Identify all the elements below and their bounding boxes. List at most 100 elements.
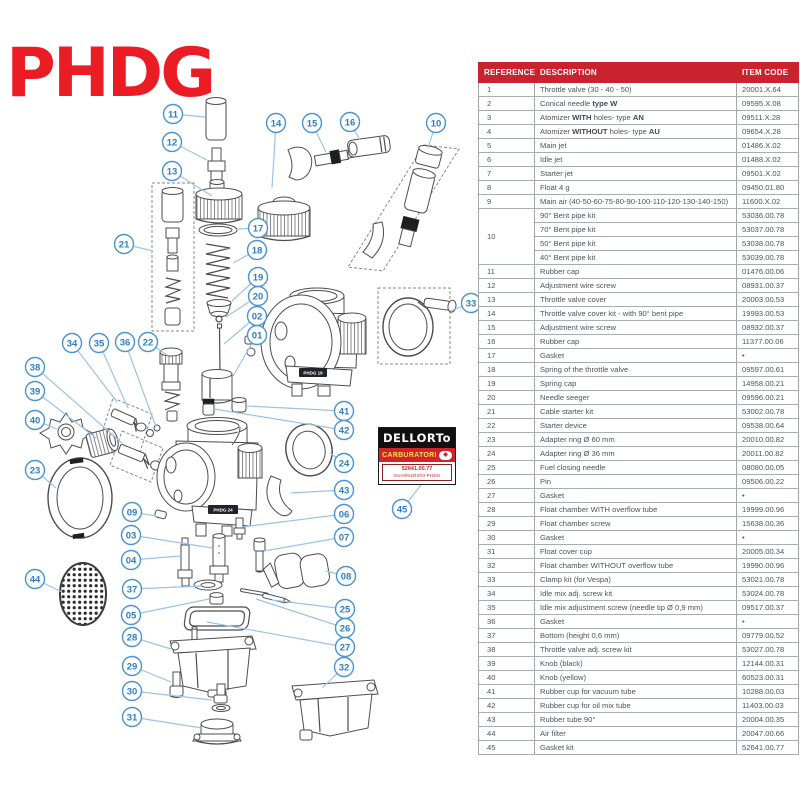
cell-itemcode: 53002.00.78 [736, 404, 799, 419]
cell-reference: 23 [478, 432, 535, 447]
cell-reference: 45 [478, 740, 535, 755]
cell-description: Float chamber screw [534, 516, 737, 531]
svg-text:29: 29 [127, 661, 138, 672]
table-row: 38 Throttle valve adj. screw kit 53027.00.… [478, 642, 799, 657]
table-row: 1 Throttle valve (30 - 40 - 50) 20001.X.64 [478, 82, 799, 97]
cell-description: Pin [534, 474, 737, 489]
cell-reference: 5 [478, 138, 535, 153]
callout-04: 04 [120, 549, 181, 571]
callout-44: 44 [24, 568, 63, 593]
cell-itemcode: 12144.00.31 [736, 656, 799, 671]
cell-description: Throttle valve cover [534, 292, 737, 307]
cell-description: Main air (40-50-60-75-80-90-100-110-120-… [534, 194, 737, 209]
part-bottom-05 [209, 592, 224, 605]
table-row: 16 Rubber cap 11377.00.06 [478, 334, 799, 349]
cell-itemcode: 14958.00.21 [736, 376, 799, 391]
table-row: 17 Gasket • [478, 348, 799, 363]
logo-badge-icon: ◆ [439, 450, 452, 460]
table-row: 30 Gasket • [478, 530, 799, 545]
cell-itemcode: 09597.00.61 [736, 362, 799, 377]
part-float-chamber-32 [291, 679, 379, 741]
table-row: 40° Bent pipe kit 53039.00.78 [479, 250, 799, 265]
cell-reference: 42 [478, 698, 535, 713]
callout-23: 23 [24, 459, 57, 489]
cell-itemcode: 53027.00.78 [736, 642, 799, 657]
part-spring-18 [205, 243, 231, 299]
part-starter-jet-07 [253, 537, 266, 573]
svg-text:14: 14 [271, 118, 282, 129]
table-row: 32 Float chamber WITHOUT overflow tube 199… [478, 558, 799, 573]
table-row: 28 Float chamber WITH overflow tube 19999.… [478, 502, 799, 517]
part-gasket-17 [198, 223, 238, 237]
cell-reference: 43 [478, 712, 535, 727]
cell-reference: 44 [478, 726, 535, 741]
col-header-reference: REFERENCE [478, 62, 535, 83]
part-floats-08 [262, 552, 330, 589]
cell-description: Clamp kit (for Vespa) [534, 572, 737, 587]
svg-text:18: 18 [252, 245, 263, 256]
table-row: 50° Bent pipe kit 53038.00.78 [479, 236, 799, 251]
cell-reference: 17 [478, 348, 535, 363]
cell-reference: 4 [478, 124, 535, 139]
cell-itemcode: 20005.00.34 [736, 544, 799, 559]
svg-text:24: 24 [339, 458, 350, 469]
cell-itemcode: 08080.00.05 [736, 460, 799, 475]
svg-text:09: 09 [127, 507, 138, 518]
cell-reference: 36 [478, 614, 535, 629]
cell-itemcode: • [736, 530, 799, 545]
svg-text:03: 03 [126, 530, 137, 541]
part-knob-yellow-40 [39, 412, 93, 455]
cell-description: Adjustment wire screw [534, 320, 737, 335]
cell-reference: 18 [478, 362, 535, 377]
part-starter-device-22 [159, 347, 183, 422]
svg-text:22: 22 [143, 337, 154, 348]
part-clamp-kit-33 [377, 287, 457, 365]
callout-21: 21 [113, 233, 154, 255]
table-row: 6 Idle jet 01488.X.02 [478, 152, 799, 167]
callout-05: 05 [120, 598, 210, 626]
part-throttle-valve-01 [201, 369, 233, 404]
cell-description: Cable starter kit [534, 404, 737, 419]
cell-description: Needle seeger [534, 390, 737, 405]
svg-text:20: 20 [253, 291, 264, 302]
callout-01: 01 [232, 324, 268, 377]
cell-reference: 41 [478, 684, 535, 699]
body1-label: PHDG 19 [303, 371, 323, 376]
table-row: 25 Fuel closing needle 08080.00.05 [478, 460, 799, 475]
cell-reference: 29 [478, 516, 535, 531]
callout-17: 17 [237, 217, 269, 239]
table-header-row: REFERENCE DESCRIPTION ITEM CODE [478, 62, 799, 83]
table-row: 44 Air filter 20047.00.66 [478, 726, 799, 741]
cell-itemcode: 20004.00.35 [736, 712, 799, 727]
svg-text:13: 13 [167, 166, 178, 177]
cell-description: Throttle valve adj. screw kit [534, 642, 737, 657]
svg-text:43: 43 [339, 485, 350, 496]
cell-itemcode: 53024.00.78 [736, 586, 799, 601]
table-row: 22 Starter device 09538.00.64 [478, 418, 799, 433]
svg-text:27: 27 [340, 642, 351, 653]
part-spring-cap-19 [206, 299, 232, 318]
cell-description: Main jet [534, 138, 737, 153]
cell-itemcode: 09596.00.21 [736, 390, 799, 405]
cell-reference: 30 [478, 530, 535, 545]
cell-description: Idle jet [534, 152, 737, 167]
callout-14: 14 [265, 112, 287, 189]
table-row: 27 Gasket • [478, 488, 799, 503]
cell-reference: 2 [478, 96, 535, 111]
cell-reference: 37 [478, 628, 535, 643]
svg-text:06: 06 [339, 509, 350, 520]
table-row: 5 Main jet 01486.X.02 [478, 138, 799, 153]
body2-label: PHDG 24 [213, 508, 233, 513]
cell-itemcode: • [736, 614, 799, 629]
part-idle-jet-06 [233, 517, 246, 540]
svg-text:38: 38 [30, 362, 41, 373]
cell-itemcode: 09511.X.28 [736, 110, 799, 125]
cell-itemcode: 60523.00.31 [736, 670, 799, 685]
cell-description: Gasket [534, 348, 737, 363]
svg-text:07: 07 [339, 532, 350, 543]
table-row: 31 Float cover cup 20005.00.34 [478, 544, 799, 559]
cell-description: Starter jet [534, 166, 737, 181]
cell-reference: 20 [478, 390, 535, 405]
svg-text:15: 15 [307, 118, 318, 129]
